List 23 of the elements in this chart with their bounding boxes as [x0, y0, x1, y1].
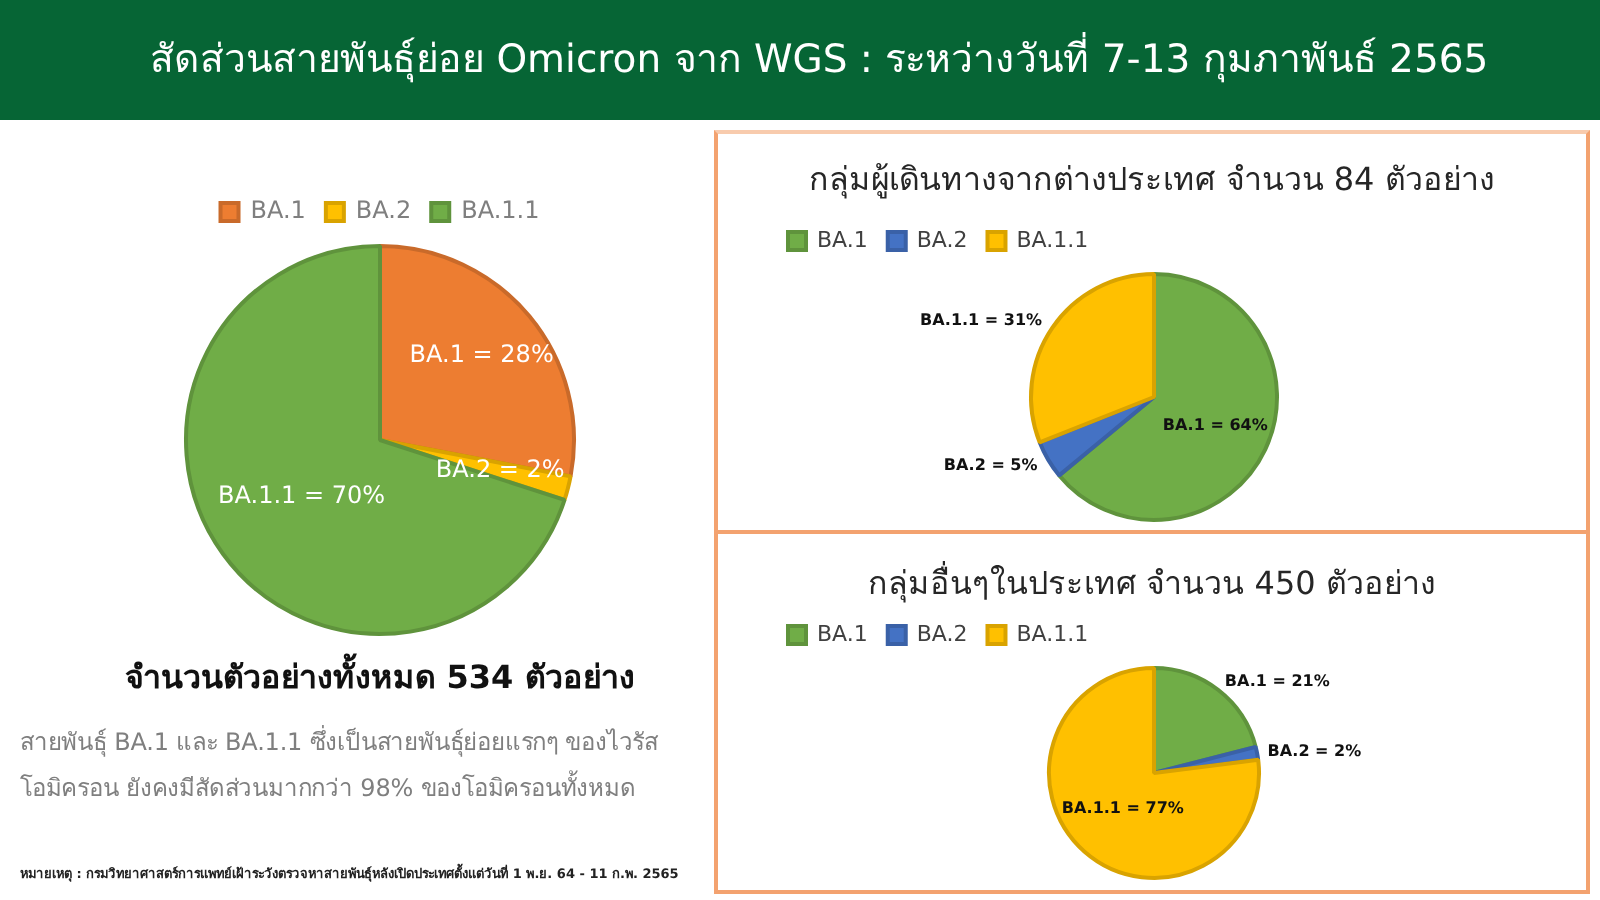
legend-label: BA.2	[355, 196, 412, 225]
data-label: BA.1.1 = 70%	[218, 481, 386, 510]
data-label: BA.1 = 21%	[1224, 671, 1330, 690]
text: สัดส่วนสายพันธุ์ย่อย Omicron จาก WGS : ระหว่างวันที่ 7-13 กุมภาพันธ์ 2565	[150, 32, 1489, 87]
legend-label: BA.1	[250, 196, 306, 225]
data-label: BA.2 = 5%	[943, 456, 1038, 475]
legend-label: BA.1.1	[1016, 226, 1089, 253]
chart-title: กลุ่มอื่นๆในประเทศ จำนวน 450 ตัวอย่าง	[866, 559, 1438, 607]
legend-label: BA.1	[817, 226, 868, 253]
legend-label: BA.2	[916, 620, 968, 647]
data-label: BA.1.1 = 77%	[1061, 798, 1184, 817]
data-label: BA.2 = 2%	[1267, 741, 1362, 760]
text: สายพันธุ์ BA.1 และ BA.1.1 ซึ่งเป็นสายพันธุ์ย่อยแรกๆ ของไวรัส โอมิครอน ยังคงมีสัดส่วนมากกว่า 98% ของโอมิครอนทั้งหมด	[20, 728, 659, 802]
text: จำนวนตัวอย่างทั้งหมด 534 ตัวอย่าง	[123, 652, 637, 700]
data-label: BA.2 = 2%	[435, 455, 565, 484]
legend-label: BA.1.1	[461, 196, 540, 225]
legend-label: BA.1	[817, 620, 868, 647]
legend-label: BA.1.1	[1016, 620, 1089, 647]
legend-label: BA.2	[916, 226, 968, 253]
data-label: BA.1 = 28%	[409, 340, 554, 369]
chart-title: กลุ่มผู้เดินทางจากต่างประเทศ จำนวน 84 ตัวอย่าง	[807, 158, 1497, 203]
data-label: BA.1 = 64%	[1162, 415, 1268, 434]
data-label: BA.1.1 = 31%	[919, 311, 1043, 330]
